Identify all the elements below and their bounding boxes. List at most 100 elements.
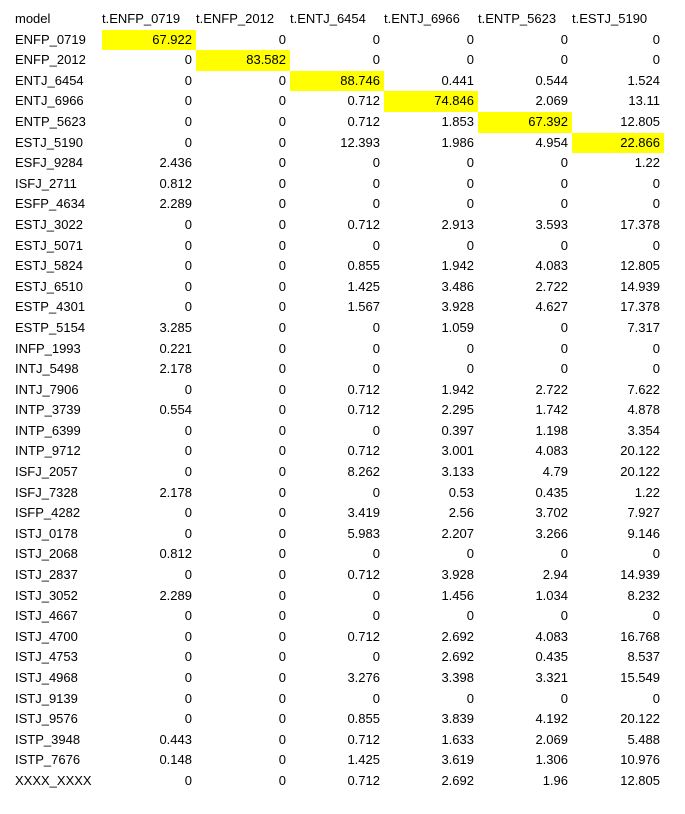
table-row: ENTJ_6966 0 0 0.712 74.846 2.069 13.11 <box>11 91 664 112</box>
data-table: model t.ENFP_0719 t.ENFP_2012 t.ENTJ_645… <box>11 9 664 792</box>
value-cell: 0.712 <box>347 443 380 459</box>
table-row: ISTJ_4753 0 0 0 2.692 0.435 8.537 <box>11 647 664 668</box>
row-label-cell: ISTJ_4700 <box>15 628 78 644</box>
value-cell: 0 <box>278 752 286 768</box>
row-label-cell: ISFP_4282 <box>15 505 81 521</box>
column-header: t.ENTP_5623 <box>478 11 557 26</box>
value-cell: 0 <box>278 731 286 747</box>
value-cell: 0 <box>278 319 286 335</box>
value-cell: 0 <box>184 505 192 521</box>
value-cell: 1.306 <box>535 752 568 768</box>
value-cell: 2.289 <box>159 196 192 212</box>
value-cell: 2.692 <box>441 772 474 788</box>
value-cell: 0 <box>466 196 474 212</box>
value-cell: 0.855 <box>347 711 380 727</box>
value-cell: 1.425 <box>347 278 380 294</box>
value-cell: 0 <box>184 649 192 665</box>
value-cell: 1.567 <box>347 299 380 315</box>
value-cell: 0 <box>184 258 192 274</box>
value-cell: 14.939 <box>620 278 660 294</box>
value-cell: 0.554 <box>159 402 192 418</box>
value-cell: 0 <box>372 237 380 253</box>
value-cell: 0 <box>560 319 568 335</box>
value-cell: 0 <box>278 93 286 109</box>
row-label-cell: ISTJ_3052 <box>15 587 78 603</box>
value-cell: 0 <box>184 690 192 706</box>
value-cell: 0.712 <box>347 731 380 747</box>
value-cell: 5.488 <box>627 731 660 747</box>
value-cell: 0 <box>184 52 192 68</box>
value-cell: 0 <box>372 608 380 624</box>
value-cell: 2.289 <box>159 587 192 603</box>
value-cell: 0 <box>466 546 474 562</box>
value-cell: 2.178 <box>159 361 192 377</box>
column-header: t.ENTJ_6454 <box>290 11 366 26</box>
value-cell: 0 <box>184 443 192 459</box>
value-cell: 1.742 <box>535 402 568 418</box>
value-cell: 2.436 <box>159 155 192 171</box>
table-row: ESTP_5154 3.285 0 0 1.059 0 7.317 <box>11 318 664 339</box>
value-cell: 0 <box>466 175 474 191</box>
value-cell: 0 <box>652 340 660 356</box>
row-label-cell: ENFP_0719 <box>15 31 86 47</box>
value-cell: 8.537 <box>627 649 660 665</box>
table-row: INTJ_7906 0 0 0.712 1.942 2.722 7.622 <box>11 380 664 401</box>
header-row: model t.ENFP_0719 t.ENFP_2012 t.ENTJ_645… <box>11 9 664 30</box>
value-cell: 0 <box>278 216 286 232</box>
value-cell: 0 <box>372 175 380 191</box>
table-row: ESFP_4634 2.289 0 0 0 0 0 <box>11 194 664 215</box>
value-cell: 0.435 <box>535 649 568 665</box>
value-cell: 0 <box>560 608 568 624</box>
value-cell: 4.627 <box>535 299 568 315</box>
value-cell: 0 <box>372 52 380 68</box>
column-header: t.ENFP_2012 <box>196 11 275 26</box>
table-row: XXXX_XXXX 0 0 0.712 2.692 1.96 12.805 <box>11 771 664 792</box>
value-cell: 0.712 <box>347 567 380 583</box>
value-cell: 20.122 <box>620 711 660 727</box>
value-cell: 0 <box>652 31 660 47</box>
row-label-cell: INTJ_5498 <box>15 361 79 377</box>
value-cell: 0 <box>184 216 192 232</box>
column-header: t.ENFP_0719 <box>102 11 181 26</box>
value-cell: 2.722 <box>535 278 568 294</box>
value-cell: 8.232 <box>627 587 660 603</box>
value-cell: 0 <box>372 484 380 500</box>
value-cell: 3.133 <box>441 464 474 480</box>
value-cell: 4.878 <box>627 402 660 418</box>
table-row: ISTJ_2068 0.812 0 0 0 0 0 <box>11 544 664 565</box>
value-cell: 0 <box>466 608 474 624</box>
value-cell: 0 <box>184 670 192 685</box>
value-cell: 0 <box>652 608 660 624</box>
value-cell: 0 <box>278 546 286 562</box>
value-cell: 1.22 <box>634 155 660 171</box>
table-row: ESTJ_6510 0 0 1.425 3.486 2.722 14.939 <box>11 277 664 298</box>
row-label-cell: ESTP_5154 <box>15 319 86 335</box>
table-row: ISTP_3948 0.443 0 0.712 1.633 2.069 5.488 <box>11 730 664 751</box>
value-cell: 2.56 <box>448 505 474 521</box>
value-cell: 0 <box>278 772 286 788</box>
highlighted-value-cell: 74.846 <box>384 91 478 112</box>
row-label-cell: ISTP_7676 <box>15 752 81 768</box>
value-cell: 3.702 <box>535 505 568 521</box>
value-cell: 1.942 <box>441 381 474 397</box>
column-header-model: model <box>15 11 51 26</box>
value-cell: 0 <box>278 649 286 665</box>
highlighted-value-cell: 83.582 <box>196 50 290 71</box>
value-cell: 1.942 <box>441 258 474 274</box>
value-cell: 0 <box>372 546 380 562</box>
row-label-cell: ESTJ_6510 <box>15 278 83 294</box>
value-cell: 1.986 <box>441 134 474 150</box>
value-cell: 0 <box>278 670 286 685</box>
row-label-cell: ENTJ_6454 <box>15 72 84 88</box>
value-cell: 0 <box>278 567 286 583</box>
table-row: INTP_3739 0.554 0 0.712 2.295 1.742 4.878 <box>11 400 664 421</box>
value-cell: 0 <box>184 628 192 644</box>
value-cell: 0 <box>184 608 192 624</box>
row-label-cell: ENFP_2012 <box>15 52 86 68</box>
value-cell: 0 <box>278 608 286 624</box>
value-cell: 0 <box>278 237 286 253</box>
table-row: ISFJ_2711 0.812 0 0 0 0 0 <box>11 174 664 195</box>
table-row: ISFP_4282 0 0 3.419 2.56 3.702 7.927 <box>11 503 664 524</box>
value-cell: 0 <box>278 628 286 644</box>
value-cell: 0.855 <box>347 258 380 274</box>
